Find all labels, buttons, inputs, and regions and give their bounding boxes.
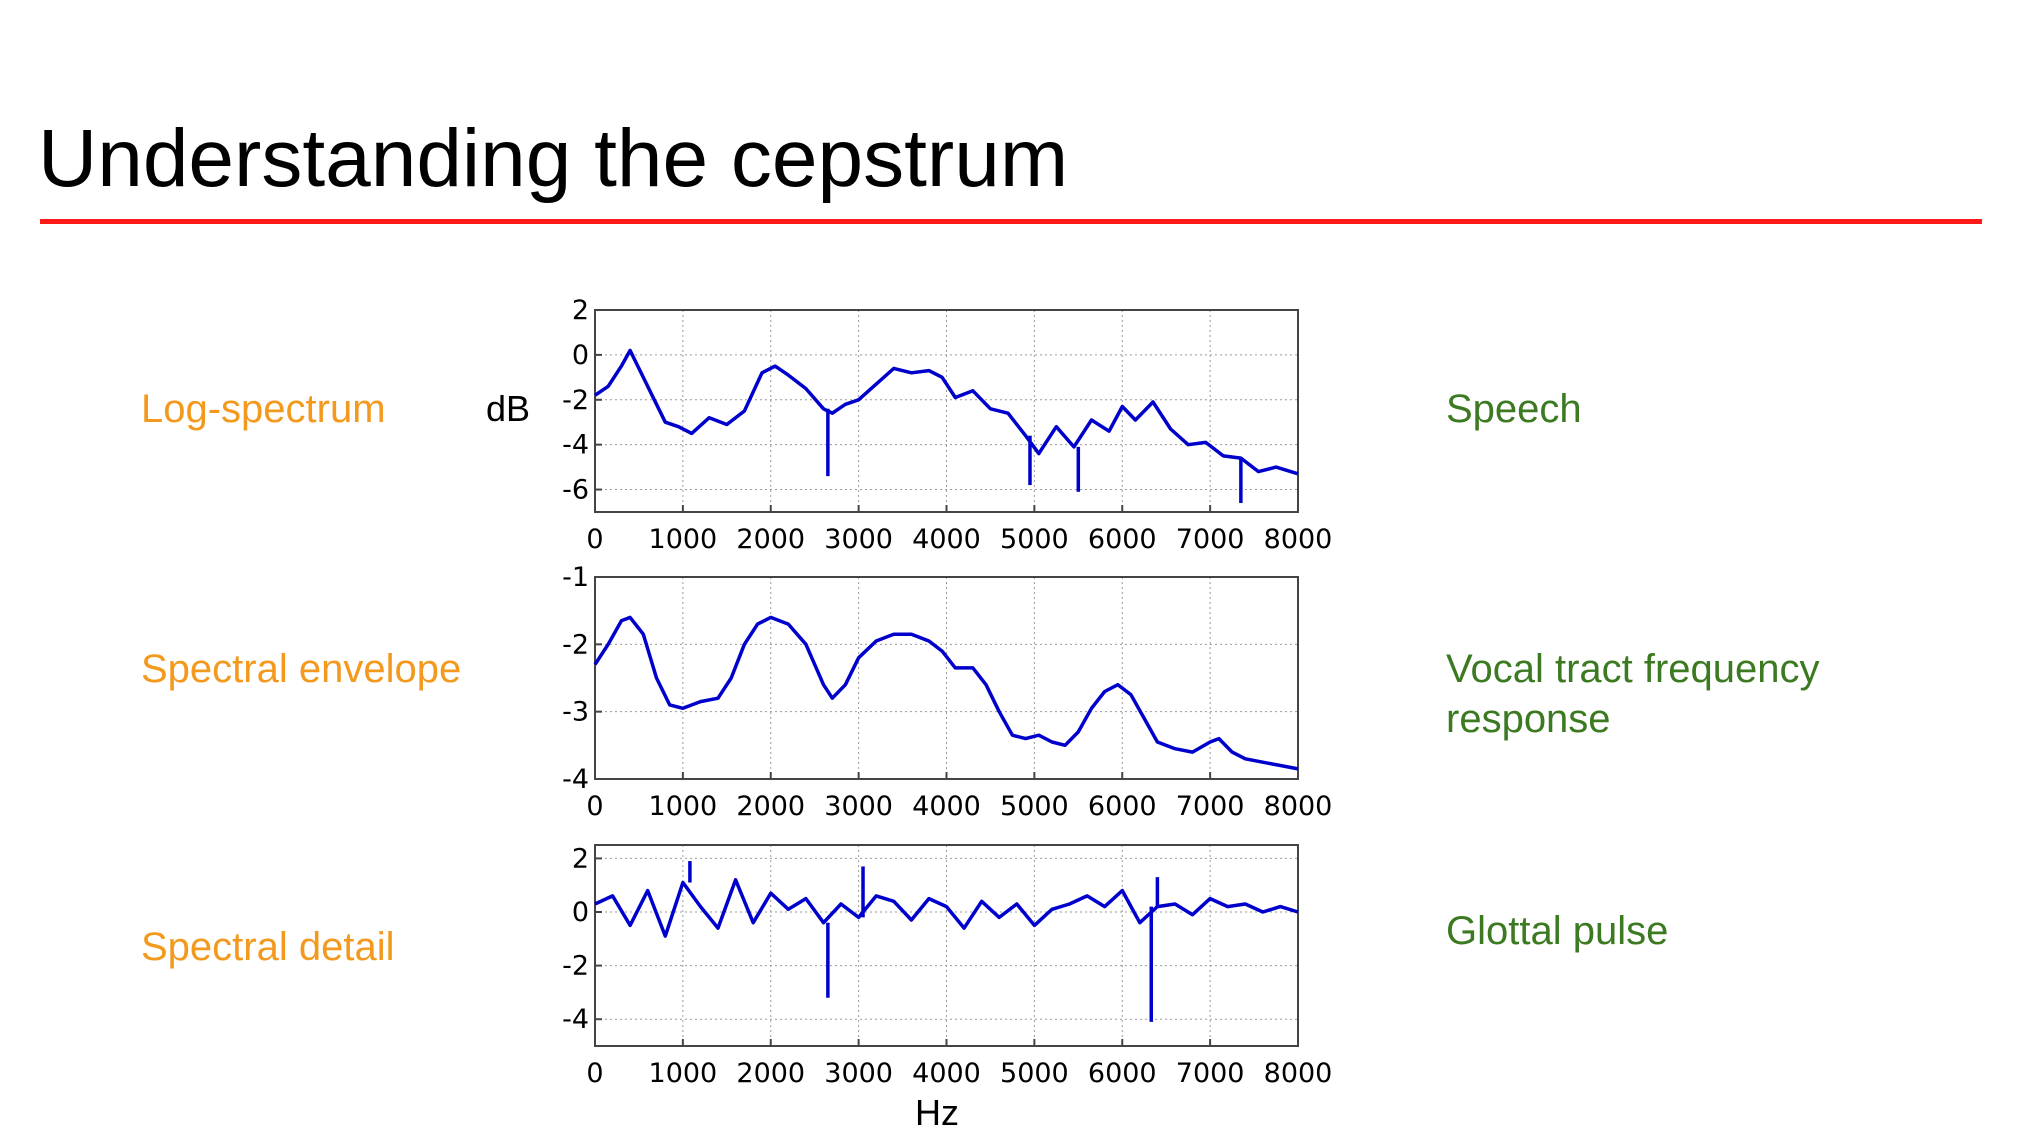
x-tick-label: 3000 (824, 1058, 893, 1089)
label-glottal-pulse: Glottal pulse (1446, 909, 1669, 953)
x-tick-label: 4000 (912, 524, 981, 555)
series-line-1 (594, 348, 1299, 476)
x-tick-label: 5000 (1000, 1058, 1069, 1089)
y-tick-label: -2 (562, 629, 589, 660)
x-tick-label: 1000 (649, 524, 718, 555)
x-axis-unit: Hz (915, 1092, 959, 1133)
x-tick-label: 8000 (1264, 524, 1333, 555)
x-tick-label: 7000 (1176, 791, 1245, 822)
y-tick-label: -6 (562, 475, 589, 506)
x-tick-label: 7000 (1176, 1058, 1245, 1089)
series-line-2 (593, 615, 1299, 771)
label-speech: Speech (1446, 387, 1582, 431)
y-tick-label: -2 (562, 385, 589, 416)
y-tick-label: 0 (572, 897, 589, 928)
x-tick-label: 6000 (1088, 1058, 1157, 1089)
title-underline (40, 219, 1982, 224)
y-tick-label: -2 (562, 951, 589, 982)
label-log-spectrum: Log-spectrum (141, 387, 386, 431)
y-tick-label: 0 (572, 340, 589, 371)
x-tick-label: 1000 (649, 791, 718, 822)
x-tick-label: 0 (586, 791, 603, 822)
x-tick-label: 4000 (912, 791, 981, 822)
label-vocal-tract: Vocal tract frequency response (1446, 647, 1820, 741)
series-line-3 (594, 878, 1299, 938)
x-tick-label: 6000 (1088, 524, 1157, 555)
label-spectral-detail: Spectral detail (141, 925, 395, 969)
y-tick-label: -3 (562, 697, 589, 728)
x-tick-label: 2000 (736, 791, 805, 822)
x-tick-label: 7000 (1176, 524, 1245, 555)
x-tick-label: 3000 (824, 791, 893, 822)
x-tick-label: 2000 (736, 1058, 805, 1089)
y-tick-label: 2 (572, 843, 589, 874)
y-tick-label: -1 (562, 562, 589, 593)
x-tick-label: 1000 (649, 1058, 718, 1089)
x-tick-label: 2000 (736, 524, 805, 555)
y-tick-label: -4 (562, 430, 589, 461)
y-axis-unit: dB (486, 388, 531, 429)
x-tick-label: 6000 (1088, 791, 1157, 822)
y-tick-label: 2 (572, 295, 589, 326)
x-tick-label: 0 (586, 1058, 603, 1089)
y-tick-label: -4 (562, 1004, 589, 1035)
x-tick-label: 8000 (1264, 1058, 1333, 1089)
x-tick-label: 5000 (1000, 791, 1069, 822)
slide-title: Understanding the cepstrum (38, 113, 1069, 204)
x-tick-label: 3000 (824, 524, 893, 555)
x-tick-label: 8000 (1264, 791, 1333, 822)
y-tick-label: -4 (562, 764, 589, 795)
label-spectral-envelope: Spectral envelope (141, 647, 462, 691)
x-tick-label: 5000 (1000, 524, 1069, 555)
x-tick-label: 4000 (912, 1058, 981, 1089)
x-tick-label: 0 (586, 524, 603, 555)
